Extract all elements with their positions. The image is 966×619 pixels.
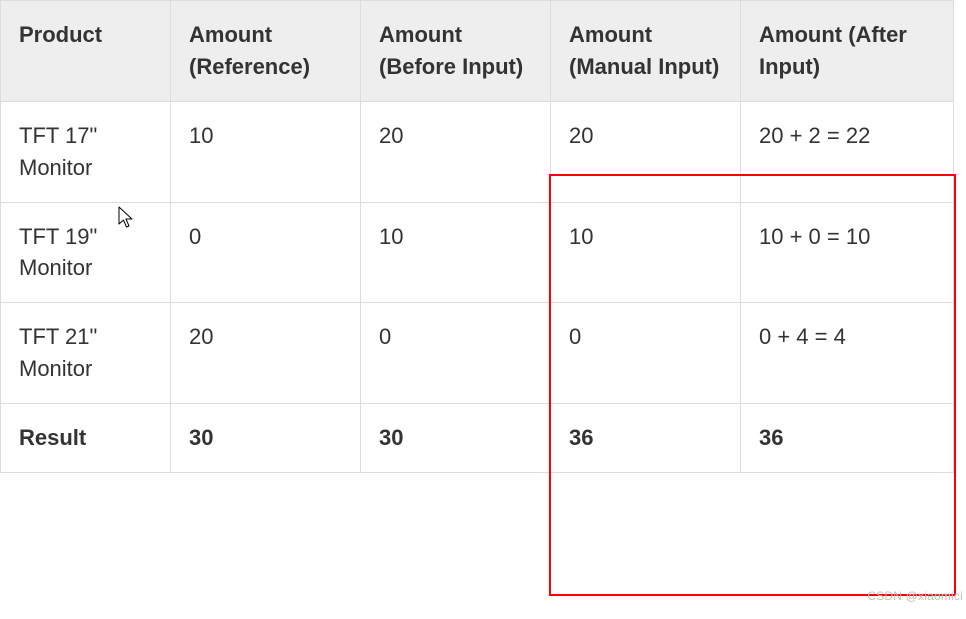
cell-after: 10 + 0 = 10: [741, 202, 954, 303]
cell-after: 0 + 4 = 4: [741, 303, 954, 404]
table-row: TFT 19" Monitor 0 10 10 10 + 0 = 10: [1, 202, 954, 303]
col-header-before: Amount (Before Input): [361, 1, 551, 102]
cell-manual: 10: [551, 202, 741, 303]
table-result-row: Result 30 30 36 36: [1, 404, 954, 473]
cell-before: 10: [361, 202, 551, 303]
cell-product: TFT 21" Monitor: [1, 303, 171, 404]
amount-table: Product Amount (Reference) Amount (Befor…: [0, 0, 954, 473]
col-header-reference: Amount (Reference): [171, 1, 361, 102]
table-container: Product Amount (Reference) Amount (Befor…: [0, 0, 966, 473]
cell-result-reference: 30: [171, 404, 361, 473]
cell-reference: 10: [171, 101, 361, 202]
cell-before: 20: [361, 101, 551, 202]
col-header-product: Product: [1, 1, 171, 102]
col-header-manual: Amount (Manual Input): [551, 1, 741, 102]
watermark-text: CSDN @xiaomici: [867, 589, 963, 603]
table-row: TFT 17" Monitor 10 20 20 20 + 2 = 22: [1, 101, 954, 202]
cell-result-manual: 36: [551, 404, 741, 473]
col-header-after: Amount (After Input): [741, 1, 954, 102]
cell-result-after: 36: [741, 404, 954, 473]
cell-reference: 0: [171, 202, 361, 303]
table-header-row: Product Amount (Reference) Amount (Befor…: [1, 1, 954, 102]
cell-product: TFT 17" Monitor: [1, 101, 171, 202]
cell-after: 20 + 2 = 22: [741, 101, 954, 202]
cell-manual: 20: [551, 101, 741, 202]
cell-product: TFT 19" Monitor: [1, 202, 171, 303]
table-row: TFT 21" Monitor 20 0 0 0 + 4 = 4: [1, 303, 954, 404]
cell-before: 0: [361, 303, 551, 404]
cell-result-before: 30: [361, 404, 551, 473]
cell-result-label: Result: [1, 404, 171, 473]
cell-manual: 0: [551, 303, 741, 404]
cell-reference: 20: [171, 303, 361, 404]
